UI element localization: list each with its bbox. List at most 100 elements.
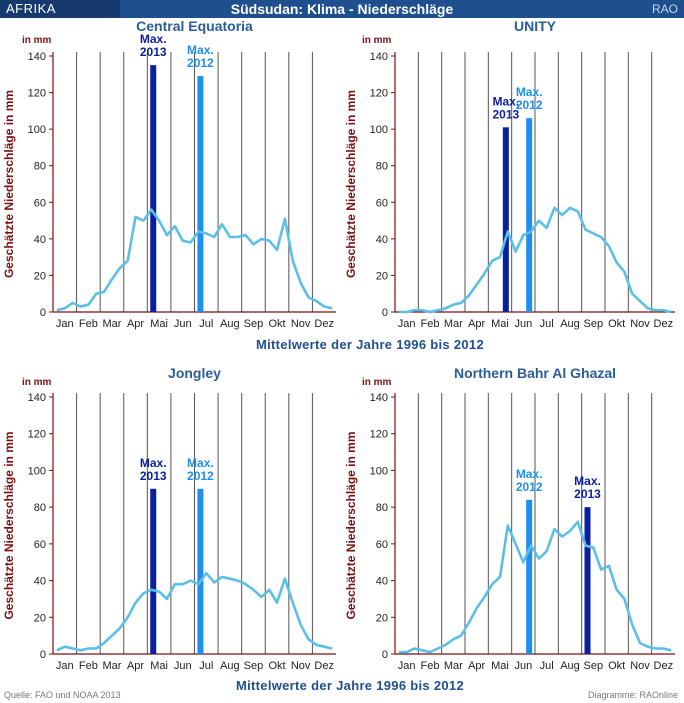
y-tick-label: 40 — [376, 576, 388, 588]
y-tick-label: 80 — [34, 502, 46, 514]
bar-label-2012: Max. 2012 — [187, 456, 214, 483]
y-tick-label: 120 — [28, 88, 46, 100]
y-tick-label: 120 — [370, 429, 388, 441]
x-tick-label: Mar — [444, 318, 463, 330]
x-tick-label: Jun — [174, 660, 192, 672]
region-label[interactable]: AFRIKA — [0, 0, 120, 18]
x-tick-label: Feb — [79, 318, 98, 330]
y-tick-label: 100 — [28, 465, 46, 477]
y-axis-label: Geschätzte Niederschläge in mm — [344, 90, 358, 278]
x-tick-label: Jul — [199, 318, 213, 330]
bar-max-2013 — [150, 488, 157, 654]
x-tick-label: Mar — [444, 660, 463, 672]
chart-title: Central Equatoria — [136, 18, 253, 34]
rainfall-line — [56, 571, 333, 652]
y-tick-label: 20 — [34, 612, 46, 624]
rainfall-line — [398, 206, 672, 314]
x-tick-label: Feb — [421, 318, 440, 330]
y-tick-label: 20 — [376, 612, 388, 624]
x-tick-label: Nov — [291, 660, 311, 672]
bar-label-line: 2012 — [516, 98, 543, 112]
bar-label-line: Max. — [140, 32, 167, 46]
x-tick-label: Dez — [654, 318, 674, 330]
y-unit-label: in mm — [362, 377, 392, 388]
x-tick-label: Dez — [654, 660, 674, 672]
credit-note: Diagramme: RAOnline — [587, 690, 678, 700]
bar-label-line: 2012 — [187, 56, 214, 70]
x-tick-label: Sep — [244, 660, 264, 672]
y-tick-label: 60 — [376, 539, 388, 551]
page-header: AFRIKA Südsudan: Klima - Niederschläge R… — [0, 0, 684, 18]
rainfall-line — [56, 208, 333, 312]
y-tick-label: 40 — [34, 234, 46, 246]
y-tick-label: 80 — [376, 161, 388, 173]
bar-label-line: 2013 — [140, 45, 167, 59]
x-tick-label: Apr — [127, 318, 144, 330]
y-tick-label: 40 — [376, 234, 388, 246]
chart-title: UNITY — [514, 18, 557, 34]
bar-label-line: Max. — [140, 456, 167, 470]
x-tick-label: Aug — [220, 660, 240, 672]
x-tick-label: Okt — [608, 660, 625, 672]
bar-max-2012 — [197, 76, 204, 312]
x-tick-label: Dez — [314, 318, 334, 330]
page-title: Südsudan: Klima - Niederschläge — [230, 1, 454, 17]
y-tick-label: 100 — [370, 124, 388, 136]
bar-label-line: 2013 — [574, 487, 601, 501]
bar-label-2013: Max. 2013 — [574, 474, 601, 501]
bar-label-line: Max. — [187, 43, 214, 57]
bar-label-line: Max. — [516, 85, 543, 99]
bar-label-2013: Max. 2013 — [140, 456, 167, 483]
bar-label-line: 2013 — [140, 469, 167, 483]
subtitle-bottom: Mittelwerte der Jahre 1996 bis 2012 — [235, 678, 464, 693]
chart-panel-4: Northern Bahr Al Ghazal in mm Geschätzte N… — [344, 365, 675, 672]
x-tick-label: Jun — [174, 318, 192, 330]
x-tick-label: Okt — [268, 660, 285, 672]
bar-max-2013 — [502, 127, 509, 312]
x-tick-label: Apr — [468, 318, 485, 330]
y-axis-label: Geschätzte Niederschläge in mm — [2, 90, 16, 278]
x-tick-label: Mar — [102, 660, 121, 672]
chart-title: Jongley — [168, 365, 221, 381]
source-note: Quelle: FAO und NOAA 2013 — [4, 690, 121, 700]
bar-max-2012 — [197, 488, 204, 654]
x-tick-label: Jul — [540, 318, 554, 330]
rainfall-line — [398, 520, 672, 654]
x-tick-label: Nov — [291, 318, 311, 330]
x-tick-label: Feb — [421, 660, 440, 672]
x-tick-label: Dez — [314, 660, 334, 672]
x-tick-label: Aug — [560, 660, 580, 672]
bar-label-2013: Max. 2013 — [492, 94, 519, 121]
subtitle-top: Mittelwerte der Jahre 1996 bis 2012 — [255, 337, 484, 352]
y-tick-label: 120 — [370, 88, 388, 100]
x-tick-label: Sep — [584, 318, 604, 330]
y-tick-label: 0 — [382, 649, 388, 661]
x-tick-label: Mai — [150, 318, 168, 330]
y-axis-label: Geschätzte Niederschläge in mm — [2, 431, 16, 619]
bar-max-2013 — [584, 507, 591, 654]
bar-max-2012 — [526, 118, 533, 313]
x-tick-label: Mai — [150, 660, 168, 672]
x-tick-label: Jul — [540, 660, 554, 672]
y-tick-label: 60 — [34, 197, 46, 209]
x-tick-label: Sep — [584, 660, 604, 672]
bar-label-line: Max. — [492, 94, 519, 108]
site-label[interactable]: RAO — [651, 2, 678, 16]
y-unit-label: in mm — [22, 35, 52, 46]
y-tick-label: 140 — [28, 392, 46, 404]
y-tick-label: 120 — [28, 429, 46, 441]
x-tick-label: Jan — [398, 318, 416, 330]
y-unit-label: in mm — [362, 35, 392, 46]
x-tick-label: Jul — [199, 660, 213, 672]
x-tick-label: Apr — [468, 660, 485, 672]
y-tick-label: 80 — [376, 502, 388, 514]
x-tick-label: Mar — [102, 318, 121, 330]
x-tick-label: Jan — [56, 318, 74, 330]
bar-label-2012: Max. 2012 — [187, 43, 214, 70]
y-tick-label: 0 — [382, 307, 388, 319]
x-tick-label: Feb — [79, 660, 98, 672]
x-tick-label: Jun — [514, 318, 532, 330]
x-tick-label: Okt — [268, 318, 285, 330]
x-tick-label: Jan — [56, 660, 74, 672]
